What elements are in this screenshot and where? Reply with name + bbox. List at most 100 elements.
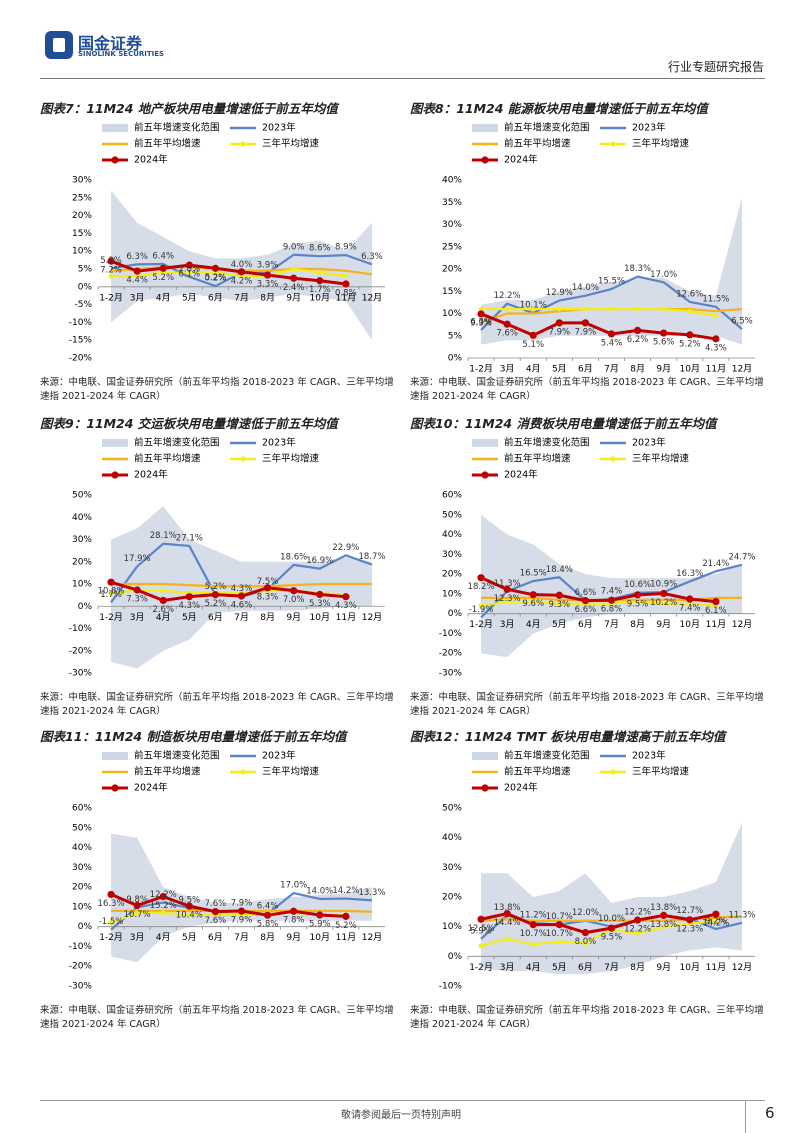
y-tick-label: -20% — [69, 646, 93, 656]
point — [530, 942, 536, 947]
data-label: 7.5% — [257, 577, 279, 587]
chart-source: 来源：中电联、国金证券研究所（前五年平均指 2018-2023 年 CAGR、三… — [410, 692, 764, 717]
legend-marker — [240, 769, 246, 775]
legend-label: 2024年 — [504, 154, 538, 166]
point — [583, 306, 588, 312]
data-label: 6.1% — [179, 270, 201, 280]
data-label: 6.1% — [705, 606, 727, 616]
x-tick-label: 10月 — [310, 612, 330, 623]
point — [211, 264, 220, 272]
legend-marker — [111, 156, 119, 164]
chart-title: 图表9：11M24 交运板块用电量增速低于前五年均值 — [40, 416, 338, 431]
data-label: 12.2% — [150, 890, 177, 900]
data-label: 6.3% — [361, 252, 383, 262]
data-label: 2.4% — [283, 283, 305, 293]
legend-swatch — [102, 439, 128, 447]
point — [133, 901, 141, 910]
y-tick-label: 0% — [78, 922, 93, 932]
legend-label: 2024年 — [504, 469, 538, 481]
y-tick-label: 20% — [72, 883, 92, 893]
point — [503, 320, 511, 328]
point — [185, 902, 193, 910]
legend-label: 2023年 — [262, 437, 296, 449]
x-tick-label: 8月 — [630, 364, 645, 374]
series-line — [480, 576, 717, 604]
series-line — [110, 580, 346, 602]
data-label: 15.2% — [150, 901, 177, 911]
point — [607, 330, 616, 338]
data-label: 10.1% — [520, 301, 547, 311]
data-label: 16.3% — [98, 899, 125, 909]
legend-label: 前五年平均增速 — [504, 138, 571, 150]
legend-swatch — [472, 752, 498, 760]
data-label: 10.7% — [520, 929, 547, 939]
data-label: 10.2% — [650, 598, 677, 608]
x-tick-label: 3月 — [500, 619, 515, 630]
point — [211, 908, 220, 916]
x-tick-label: 3月 — [130, 932, 145, 943]
data-label: 18.3% — [624, 264, 651, 274]
point — [687, 308, 693, 314]
point — [555, 319, 563, 327]
x-tick-label: 10月 — [310, 292, 330, 303]
data-label: 4.6% — [231, 601, 253, 611]
point — [290, 907, 298, 915]
data-label: 0.2% — [205, 274, 227, 284]
point — [529, 920, 537, 929]
y-tick-label: 50% — [442, 804, 462, 814]
point — [107, 578, 115, 586]
point — [504, 599, 510, 605]
data-label: 27.1% — [176, 533, 203, 543]
x-tick-label: 7月 — [234, 932, 249, 943]
x-tick-label: 4月 — [156, 292, 171, 303]
x-tick-label: 12月 — [732, 962, 752, 973]
x-tick-label: 9月 — [286, 612, 301, 623]
data-label: 9.9% — [470, 318, 492, 328]
range-area — [481, 822, 742, 975]
legend-swatch — [472, 439, 498, 447]
data-label: 4.3% — [179, 601, 201, 611]
x-tick-label: 8月 — [260, 932, 275, 943]
point — [686, 595, 694, 603]
data-label: 1.7% — [309, 285, 331, 295]
y-tick-label: 20% — [442, 570, 462, 580]
point — [713, 313, 719, 319]
point — [185, 593, 193, 601]
data-label: 10.7% — [124, 910, 151, 920]
data-label: 7.0% — [283, 595, 305, 605]
data-label: 11.3% — [728, 910, 755, 920]
y-tick-label: 5% — [448, 331, 463, 341]
range-area — [481, 514, 742, 658]
point — [635, 306, 640, 312]
point — [478, 603, 484, 609]
data-label: 9.6% — [522, 599, 544, 609]
y-tick-label: 30% — [72, 176, 92, 186]
point — [660, 329, 668, 337]
point — [607, 596, 616, 604]
x-tick-label: 4月 — [526, 619, 541, 630]
data-label: 28.1% — [150, 531, 177, 541]
legend-label: 三年平均增速 — [632, 453, 690, 465]
x-tick-label: 10月 — [680, 619, 700, 630]
point — [159, 893, 167, 901]
point — [712, 598, 720, 606]
legend-marker — [481, 784, 489, 792]
x-tick-label: 5月 — [182, 292, 197, 303]
point — [237, 268, 246, 276]
point — [581, 597, 590, 605]
point — [317, 270, 323, 275]
data-label: 10.8% — [98, 587, 125, 597]
chart-source: 来源：中电联、国金证券研究所（前五年平均指 2018-2023 年 CAGR、三… — [410, 377, 764, 402]
legend-label: 三年平均增速 — [262, 453, 320, 465]
legend-label: 2023年 — [262, 122, 296, 134]
data-label: 5.9% — [309, 919, 331, 929]
data-label: 5.1% — [522, 340, 544, 350]
legend-label: 前五年增速变化范围 — [134, 750, 220, 762]
point — [635, 599, 640, 605]
point — [633, 591, 642, 599]
data-label: 6.3% — [470, 317, 492, 327]
y-tick-label: -5% — [74, 300, 92, 310]
chart-title: 图表7：11M24 地产板块用电量增速低于前五年均值 — [40, 101, 338, 116]
data-label: 10.4% — [176, 911, 203, 921]
legend-marker — [111, 471, 119, 479]
